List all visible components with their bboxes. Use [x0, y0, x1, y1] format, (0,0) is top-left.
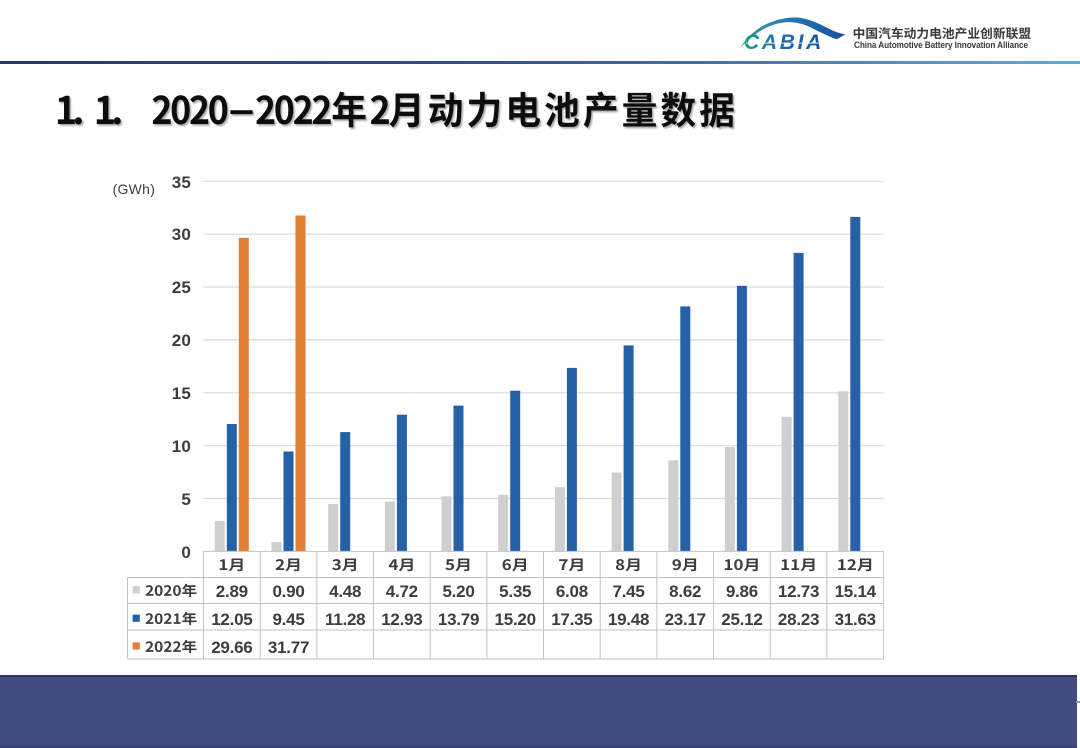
svg-text:CABIA: CABIA [744, 31, 824, 54]
